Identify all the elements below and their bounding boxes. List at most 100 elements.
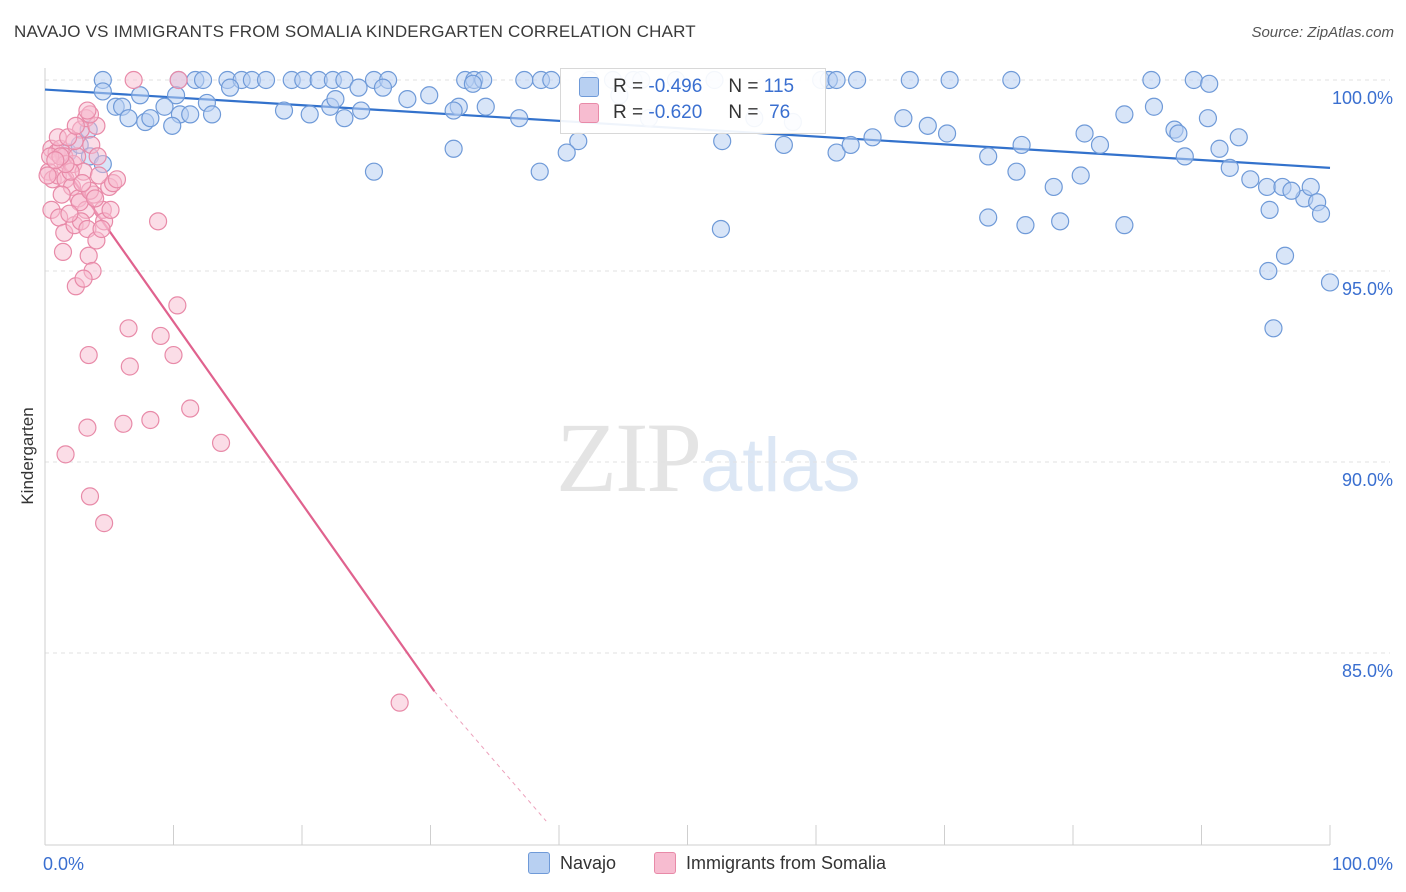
navajo-point [510, 109, 529, 128]
navajo-point [1002, 70, 1021, 90]
navajo-point [256, 70, 276, 90]
y-tick-label: 85.0% [1342, 661, 1393, 681]
navajo-point [1220, 158, 1239, 177]
legend-item-somalia[interactable]: Immigrants from Somalia [654, 852, 886, 874]
navajo-point [1169, 124, 1188, 143]
navajo-point [542, 70, 561, 90]
navajo-point [1115, 105, 1134, 124]
navajo-point [1311, 204, 1331, 223]
somalia-point [78, 101, 97, 120]
legend-n-navajo: 115 [763, 76, 795, 97]
y-tick-label: 90.0% [1342, 470, 1393, 490]
x-tick-label: 0.0% [43, 854, 84, 874]
navajo-point [1071, 166, 1090, 185]
navajo-point [1115, 216, 1134, 235]
navajo-point [1257, 177, 1277, 197]
tick-labels: 100.0% 95.0% 90.0% 85.0% 0.0% 100.0% [43, 88, 1393, 874]
x-tick-label: 100.0% [1332, 854, 1393, 874]
navajo-point [1320, 273, 1340, 292]
navajo-point [1012, 135, 1031, 155]
somalia-point [79, 246, 98, 265]
navajo-point [202, 105, 222, 124]
somalia-point [168, 296, 187, 315]
navajo-point [163, 116, 182, 135]
somalia-point [66, 116, 85, 135]
navajo-point [1144, 97, 1164, 116]
somalia-point [119, 319, 138, 338]
legend-row-somalia: R = -0.620 N = 76 [579, 100, 790, 126]
legend-item-navajo[interactable]: Navajo [528, 852, 616, 874]
axes [44, 68, 1331, 846]
somalia-point [151, 326, 170, 346]
navajo-point [349, 78, 368, 97]
somalia-point [141, 410, 160, 430]
navajo-point [848, 70, 867, 90]
somalia-point [114, 414, 133, 433]
chart-title: NAVAJO VS IMMIGRANTS FROM SOMALIA KINDER… [14, 22, 696, 41]
y-tick-label: 95.0% [1342, 279, 1393, 299]
somalia-point [52, 185, 71, 204]
navajo-point [1229, 128, 1248, 147]
navajo-point [193, 70, 213, 90]
navajo-point [294, 70, 313, 90]
navajo-point [1075, 124, 1094, 143]
somalia-point [164, 345, 183, 365]
navajo-point [711, 219, 731, 239]
navajo-swatch [579, 77, 599, 97]
navajo-point [93, 82, 112, 101]
somalia-point [86, 189, 105, 208]
legend-r-somalia: -0.620 [648, 102, 703, 123]
somalia-point [169, 70, 188, 90]
navajo-point [1282, 181, 1301, 200]
navajo-point [774, 135, 793, 155]
navajo-legend-label: Navajo [560, 852, 617, 873]
navajo-legend-swatch [528, 852, 550, 874]
navajo-point [1175, 147, 1194, 166]
navajo-point [444, 139, 463, 158]
navajo-point [373, 78, 393, 97]
somalia-point [390, 693, 409, 712]
navajo-point [1200, 74, 1219, 93]
navajo-point [1275, 246, 1295, 265]
somalia-point [95, 514, 114, 533]
navajo-point [979, 208, 998, 227]
navajo-point [463, 74, 483, 93]
somalia-point [46, 151, 65, 170]
watermark-atlas: atlas [700, 423, 861, 508]
navajo-point [155, 97, 174, 116]
y-axis-label: Kindergarten [18, 407, 37, 504]
trend-lines [44, 88, 1331, 822]
navajo-point [940, 70, 959, 90]
somalia-point [148, 212, 168, 231]
somalia-point [92, 219, 111, 239]
somalia-point [56, 445, 75, 464]
navajo-point [918, 116, 937, 135]
navajo-point [335, 70, 354, 90]
somalia-point [79, 345, 98, 365]
navajo-point [1051, 212, 1070, 231]
somalia-point [181, 399, 200, 418]
somalia-point [107, 170, 127, 189]
navajo-point [1241, 170, 1260, 189]
somalia-points [38, 70, 409, 712]
navajo-point [274, 101, 294, 120]
navajo-point [1184, 70, 1203, 90]
navajo-point [1301, 177, 1320, 197]
navajo-point [181, 105, 200, 124]
navajo-point [130, 86, 150, 105]
navajo-point [863, 128, 882, 147]
navajo-point [335, 109, 354, 128]
navajo-point [1198, 109, 1218, 128]
navajo-point [1044, 177, 1063, 197]
navajo-point [827, 70, 846, 90]
navajo-point [1259, 261, 1278, 281]
navajo-point [979, 147, 998, 166]
chart-source: Source: ZipAtlas.com [1251, 24, 1394, 41]
legend-n-label: N = [728, 102, 759, 123]
somalia-point [88, 147, 107, 166]
somalia-point [120, 357, 139, 376]
navajo-point [141, 109, 160, 128]
navajo-point [326, 89, 345, 109]
somalia-point [53, 242, 73, 261]
somalia-legend-swatch [654, 852, 676, 874]
